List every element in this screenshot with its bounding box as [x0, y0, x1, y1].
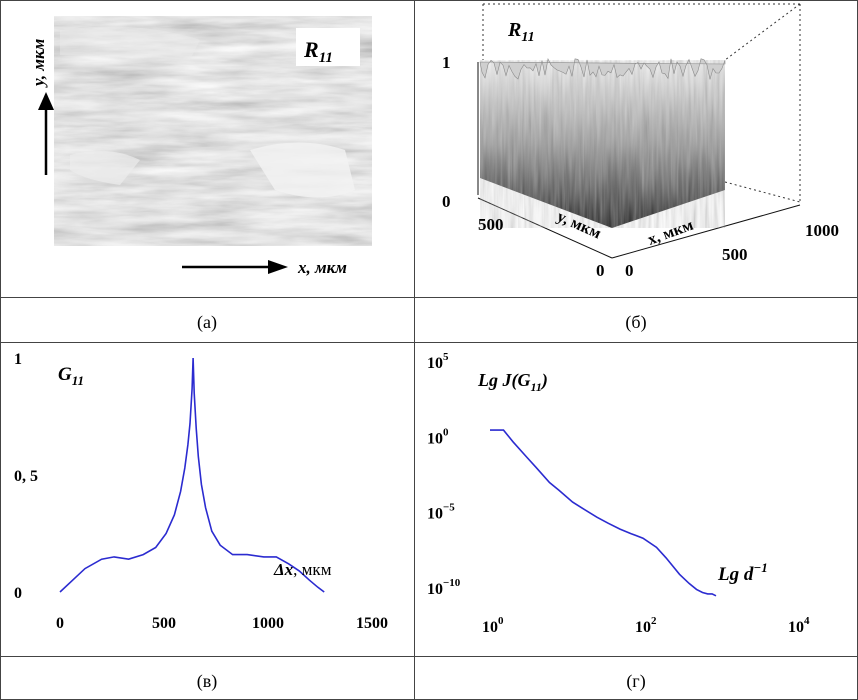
lgj-ytick: 10−5 [427, 502, 455, 523]
g11-xtick: 1500 [356, 615, 388, 632]
surface-axes [477, 62, 801, 259]
r11-label: R11 [303, 37, 333, 66]
lgj-xtick: 104 [788, 615, 810, 636]
y-tick-0: 0 [596, 261, 605, 280]
lgj-ytick: 10−10 [427, 577, 461, 598]
surface-box [482, 3, 801, 203]
r11-label-3d: R11 [507, 19, 535, 45]
g11-xtick: 1000 [252, 615, 284, 632]
lgj-series-line [490, 429, 717, 597]
z-tick-1: 1 [442, 53, 451, 72]
chart-lgj: 105 100 10−5 10−10 100 102 104 [427, 351, 810, 636]
g11-xtick: 500 [152, 615, 176, 632]
g11-ytick: 0, 5 [14, 468, 38, 485]
r11-label-box [296, 28, 360, 66]
y-tick-500: 500 [478, 215, 504, 234]
x-tick-1000: 1000 [805, 221, 839, 240]
micrograph-image [54, 16, 372, 246]
x-tick-0: 0 [625, 261, 634, 280]
g11-series-line [59, 357, 325, 593]
g11-xtick: 0 [56, 615, 64, 632]
x-arrow [182, 260, 288, 274]
x-axis-label-3d: x, мкм [646, 217, 696, 249]
x-axis-label-a: x, мкм [297, 258, 347, 277]
caption-c: (в) [197, 671, 218, 692]
lgj-ytick: 100 [427, 426, 449, 447]
lgj-xlabel: Lg d−1 [717, 560, 768, 585]
g11-ytick: 0 [14, 585, 22, 602]
caption-a: (а) [197, 312, 217, 333]
lgj-ytick: 105 [427, 351, 449, 372]
caption-b: (б) [625, 312, 646, 333]
chart-g11: 0 0, 5 1 0 500 1000 1500 [14, 351, 388, 632]
y-axis-label-a: y, мкм [29, 38, 48, 88]
surface-plot [479, 57, 726, 228]
lgj-title: Lg J(G11) [477, 370, 548, 394]
g11-title: G11 [58, 364, 84, 388]
y-arrow [38, 92, 54, 175]
g11-xlabel: Δx, мкм [273, 560, 332, 579]
lgj-xtick: 102 [635, 615, 657, 636]
lgj-xtick: 100 [482, 615, 504, 636]
caption-d: (г) [626, 671, 645, 692]
g11-ytick: 1 [14, 351, 22, 368]
z-tick-0: 0 [442, 192, 451, 211]
x-tick-500: 500 [722, 245, 748, 264]
